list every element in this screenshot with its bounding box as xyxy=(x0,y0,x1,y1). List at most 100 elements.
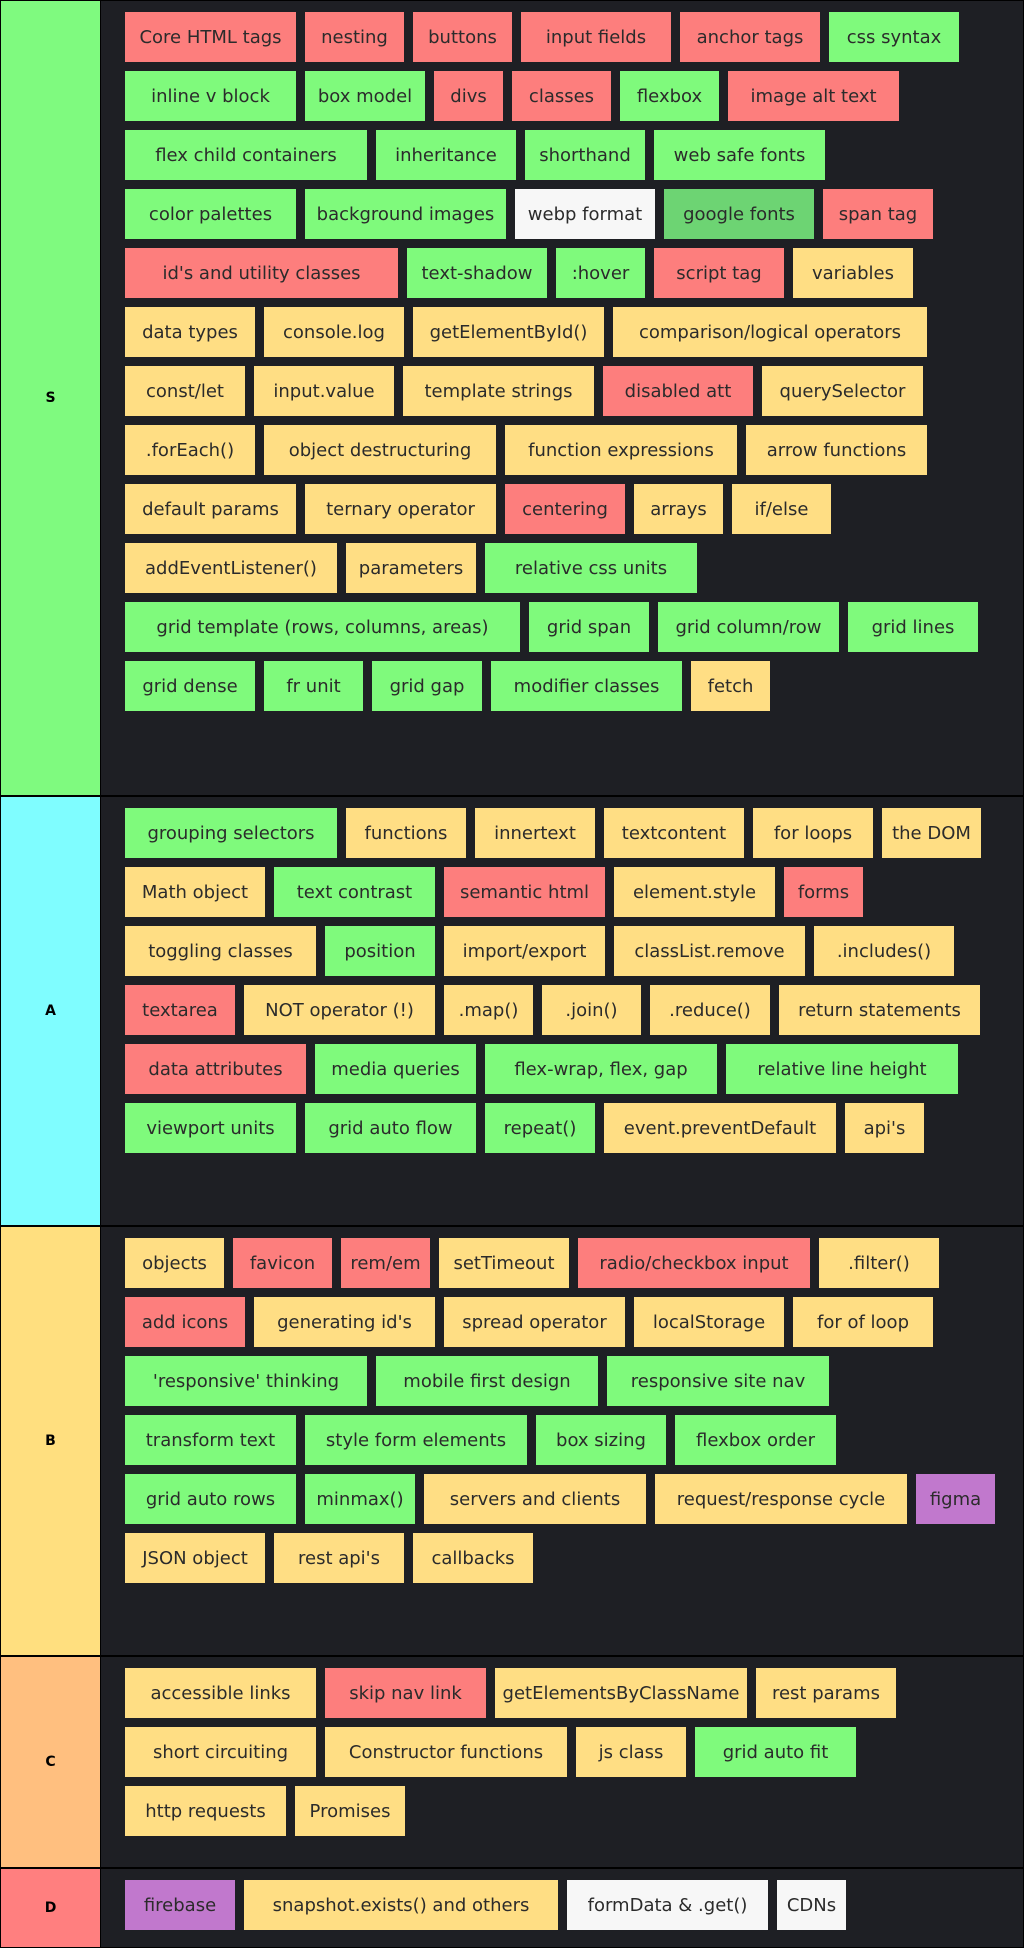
tier-item[interactable]: fr unit xyxy=(264,661,363,711)
tier-item[interactable]: flexbox order xyxy=(675,1415,836,1465)
tier-item[interactable]: minmax() xyxy=(305,1474,415,1524)
tier-item[interactable]: Constructor functions xyxy=(325,1727,567,1777)
tier-item[interactable]: Promises xyxy=(295,1786,405,1836)
tier-item[interactable]: innertext xyxy=(475,808,595,858)
tier-item[interactable]: textcontent xyxy=(604,808,744,858)
tier-item[interactable]: flex child containers xyxy=(125,130,367,180)
tier-item[interactable]: import/export xyxy=(444,926,605,976)
tier-item[interactable]: const/let xyxy=(125,366,245,416)
tier-item[interactable]: background images xyxy=(305,189,506,239)
tier-item[interactable]: querySelector xyxy=(762,366,923,416)
tier-item[interactable]: functions xyxy=(346,808,466,858)
tier-item[interactable]: .forEach() xyxy=(125,425,255,475)
tier-item[interactable]: divs xyxy=(434,71,503,121)
tier-item[interactable]: return statements xyxy=(779,985,980,1035)
tier-item[interactable]: Math object xyxy=(125,867,265,917)
tier-item[interactable]: grid span xyxy=(529,602,649,652)
tier-item[interactable]: grid auto rows xyxy=(125,1474,296,1524)
tier-item[interactable]: inheritance xyxy=(376,130,516,180)
tier-item[interactable]: grouping selectors xyxy=(125,808,337,858)
tier-item[interactable]: inline v block xyxy=(125,71,296,121)
tier-item[interactable]: grid template (rows, columns, areas) xyxy=(125,602,520,652)
tier-item[interactable]: .reduce() xyxy=(650,985,770,1035)
tier-item[interactable]: generating id's xyxy=(254,1297,435,1347)
tier-item[interactable]: anchor tags xyxy=(680,12,820,62)
tier-item[interactable]: firebase xyxy=(125,1880,235,1930)
tier-item[interactable]: webp format xyxy=(515,189,655,239)
tier-item[interactable]: if/else xyxy=(732,484,831,534)
tier-item[interactable]: box model xyxy=(305,71,425,121)
tier-item[interactable]: data types xyxy=(125,307,255,357)
tier-item[interactable]: api's xyxy=(845,1103,924,1153)
tier-item[interactable]: forms xyxy=(784,867,863,917)
tier-item[interactable]: default params xyxy=(125,484,296,534)
tier-item[interactable]: classes xyxy=(512,71,611,121)
tier-item[interactable]: parameters xyxy=(346,543,476,593)
tier-item[interactable]: radio/checkbox input xyxy=(578,1238,810,1288)
tier-item[interactable]: flex-wrap, flex, gap xyxy=(485,1044,717,1094)
tier-item[interactable]: Core HTML tags xyxy=(125,12,296,62)
tier-item[interactable]: grid column/row xyxy=(658,602,839,652)
tier-item[interactable]: favicon xyxy=(233,1238,332,1288)
tier-item[interactable]: the DOM xyxy=(882,808,981,858)
tier-item[interactable]: rest params xyxy=(756,1668,896,1718)
tier-item[interactable]: .map() xyxy=(444,985,533,1035)
tier-item[interactable]: NOT operator (!) xyxy=(244,985,435,1035)
tier-item[interactable]: box sizing xyxy=(536,1415,666,1465)
tier-item[interactable]: .join() xyxy=(542,985,641,1035)
tier-item[interactable]: media queries xyxy=(315,1044,476,1094)
tier-item[interactable]: web safe fonts xyxy=(654,130,825,180)
tier-item[interactable]: event.preventDefault xyxy=(604,1103,836,1153)
tier-item[interactable]: input.value xyxy=(254,366,394,416)
tier-item[interactable]: add icons xyxy=(125,1297,245,1347)
tier-item[interactable]: addEventListener() xyxy=(125,543,337,593)
tier-item[interactable]: viewport units xyxy=(125,1103,296,1153)
tier-item[interactable]: disabled att xyxy=(603,366,753,416)
tier-item[interactable]: arrays xyxy=(634,484,723,534)
tier-item[interactable]: skip nav link xyxy=(325,1668,486,1718)
tier-item[interactable]: text contrast xyxy=(274,867,435,917)
tier-item[interactable]: ternary operator xyxy=(305,484,496,534)
tier-item[interactable]: classList.remove xyxy=(614,926,805,976)
tier-item[interactable]: flexbox xyxy=(620,71,719,121)
tier-item[interactable]: element.style xyxy=(614,867,775,917)
tier-item[interactable]: shorthand xyxy=(525,130,645,180)
tier-item[interactable]: console.log xyxy=(264,307,404,357)
tier-item[interactable]: getElementsByClassName xyxy=(495,1668,747,1718)
tier-item[interactable]: callbacks xyxy=(413,1533,533,1583)
tier-item[interactable]: grid dense xyxy=(125,661,255,711)
tier-item[interactable]: setTimeout xyxy=(439,1238,569,1288)
tier-item[interactable]: CDNs xyxy=(777,1880,846,1930)
tier-item[interactable]: repeat() xyxy=(485,1103,595,1153)
tier-item[interactable]: JSON object xyxy=(125,1533,265,1583)
tier-item[interactable]: id's and utility classes xyxy=(125,248,398,298)
tier-item[interactable]: span tag xyxy=(823,189,933,239)
tier-item[interactable]: localStorage xyxy=(634,1297,784,1347)
tier-item[interactable]: figma xyxy=(916,1474,995,1524)
tier-item[interactable]: grid lines xyxy=(848,602,978,652)
tier-item[interactable]: grid gap xyxy=(372,661,482,711)
tier-item[interactable]: object destructuring xyxy=(264,425,496,475)
tier-item[interactable]: for loops xyxy=(753,808,873,858)
tier-item[interactable]: text-shadow xyxy=(407,248,547,298)
tier-item[interactable]: .includes() xyxy=(814,926,954,976)
tier-item[interactable]: accessible links xyxy=(125,1668,316,1718)
tier-item[interactable]: function expressions xyxy=(505,425,737,475)
tier-item[interactable]: rest api's xyxy=(274,1533,404,1583)
tier-item[interactable]: semantic html xyxy=(444,867,605,917)
tier-item[interactable]: 'responsive' thinking xyxy=(125,1356,367,1406)
tier-item[interactable]: objects xyxy=(125,1238,224,1288)
tier-item[interactable]: servers and clients xyxy=(424,1474,646,1524)
tier-item[interactable]: spread operator xyxy=(444,1297,625,1347)
tier-item[interactable]: css syntax xyxy=(829,12,959,62)
tier-item[interactable]: template strings xyxy=(403,366,594,416)
tier-item[interactable]: comparison/logical operators xyxy=(613,307,927,357)
tier-item[interactable]: textarea xyxy=(125,985,235,1035)
tier-item[interactable]: data attributes xyxy=(125,1044,306,1094)
tier-item[interactable]: position xyxy=(325,926,435,976)
tier-item[interactable]: grid auto fit xyxy=(695,1727,856,1777)
tier-item[interactable]: request/response cycle xyxy=(655,1474,907,1524)
tier-item[interactable]: transform text xyxy=(125,1415,296,1465)
tier-item[interactable]: short circuiting xyxy=(125,1727,316,1777)
tier-item[interactable]: arrow functions xyxy=(746,425,927,475)
